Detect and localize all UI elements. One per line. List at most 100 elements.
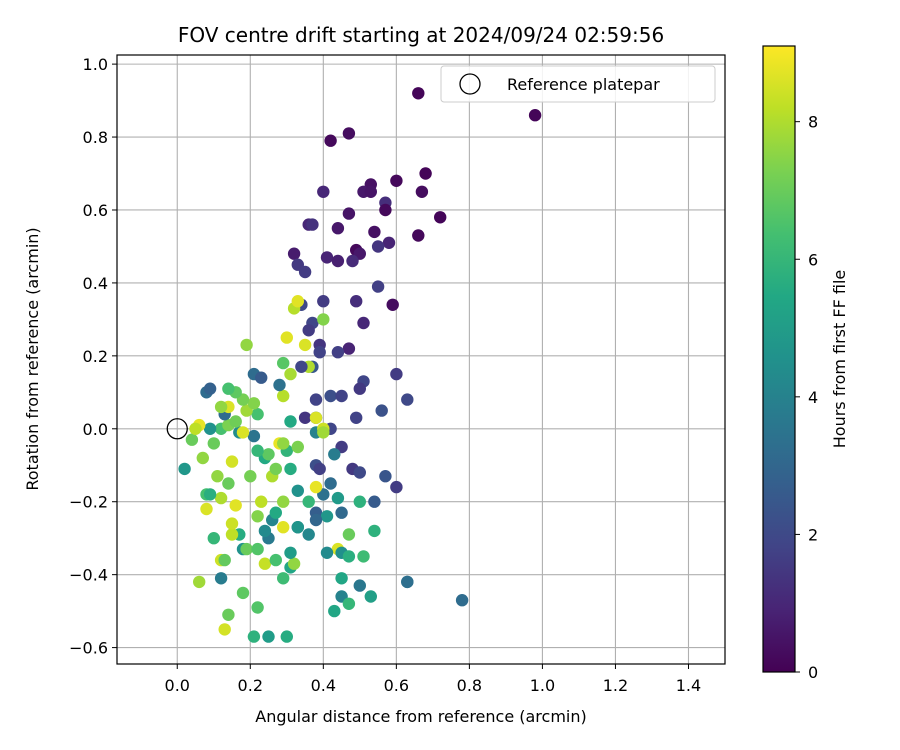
legend-reference-marker: [459, 73, 481, 95]
colorbar: [762, 45, 796, 673]
data-point: [284, 546, 297, 559]
data-point: [298, 265, 312, 279]
x-tick-label: 1.4: [676, 676, 701, 695]
y-tick-label: 0.2: [83, 347, 108, 366]
data-point: [262, 448, 275, 461]
data-point: [280, 331, 293, 344]
data-point: [353, 579, 366, 592]
data-point: [269, 506, 282, 519]
data-point: [196, 451, 209, 465]
data-point: [284, 367, 297, 381]
y-tick-label: 0.6: [83, 201, 108, 220]
x-tick-label: 0.2: [238, 676, 263, 695]
x-tick-label: 1.2: [603, 676, 628, 695]
data-point: [211, 470, 224, 483]
data-point: [236, 586, 250, 600]
data-point: [320, 546, 334, 559]
data-point: [309, 513, 323, 527]
data-point: [353, 466, 366, 479]
data-point: [375, 404, 388, 417]
data-point: [295, 360, 308, 373]
data-point: [225, 455, 239, 468]
data-point: [251, 444, 264, 457]
data-point: [214, 572, 228, 585]
data-point: [328, 448, 341, 461]
data-point: [368, 225, 381, 239]
data-point: [324, 134, 337, 147]
data-point: [309, 393, 323, 406]
legend-label-reference-platepar: Reference platepar: [507, 75, 660, 94]
plot-frame: [116, 54, 726, 665]
data-point: [277, 572, 290, 585]
data-point: [309, 411, 323, 424]
y-tick-label: 0.0: [83, 420, 108, 439]
data-point: [287, 557, 301, 570]
x-tick-label: 0.4: [311, 676, 336, 695]
data-point: [401, 575, 414, 589]
data-point: [269, 462, 282, 476]
x-tick-label: 0.8: [457, 676, 482, 695]
data-point: [313, 346, 326, 359]
data-point: [258, 557, 272, 570]
data-point: [251, 408, 264, 421]
x-axis-label: Angular distance from reference (arcmin): [255, 707, 586, 726]
data-point: [302, 324, 315, 337]
data-point: [240, 338, 253, 352]
data-point: [390, 174, 403, 187]
data-point: [247, 397, 261, 410]
data-point: [357, 316, 370, 330]
data-point: [291, 484, 304, 497]
data-point: [222, 477, 235, 490]
data-point: [207, 437, 220, 450]
colorbar-label: Hours from first FF file: [830, 270, 849, 449]
data-point: [277, 389, 290, 403]
data-point: [277, 356, 290, 370]
data-point: [434, 211, 447, 224]
data-point: [229, 415, 242, 428]
colorbar-tick-label: 4: [808, 388, 818, 407]
x-tick-label: 1.0: [530, 676, 555, 695]
data-point: [357, 550, 370, 563]
colorbar-tick-label: 8: [808, 113, 818, 132]
data-point: [390, 480, 403, 494]
y-tick-label: −0.6: [69, 639, 108, 658]
data-point: [415, 185, 429, 198]
data-point: [287, 247, 301, 260]
data-point: [313, 462, 326, 476]
colorbar-tick-label: 2: [808, 525, 818, 544]
data-point: [328, 604, 341, 618]
data-point: [218, 553, 231, 567]
data-point: [353, 382, 366, 395]
data-point: [218, 623, 231, 636]
y-tick-label: −0.4: [69, 566, 108, 585]
data-point: [368, 524, 381, 538]
data-point: [222, 382, 235, 395]
data-point: [317, 313, 330, 326]
data-point: [528, 109, 542, 122]
data-point: [277, 521, 290, 534]
data-point: [280, 630, 293, 643]
data-point: [284, 415, 297, 428]
data-point: [255, 371, 268, 384]
data-point: [320, 510, 334, 523]
data-point: [353, 495, 366, 508]
data-point: [412, 87, 425, 100]
data-point: [200, 502, 213, 516]
data-point: [324, 477, 337, 490]
data-point: [258, 524, 272, 538]
data-point: [320, 251, 334, 264]
data-point: [255, 495, 268, 508]
data-point: [262, 630, 275, 643]
data-point: [331, 222, 345, 235]
data-point: [189, 422, 202, 435]
vertical-gridlines: [176, 55, 690, 664]
reference-platepar-marker: [166, 418, 188, 440]
data-points: [178, 87, 542, 643]
data-point: [331, 346, 345, 359]
x-tick-label: 0.0: [165, 676, 190, 695]
data-point: [342, 342, 356, 355]
colorbar-ticks: 0 2 4 6 8: [795, 113, 818, 682]
data-point: [225, 517, 239, 530]
data-point: [244, 470, 257, 483]
